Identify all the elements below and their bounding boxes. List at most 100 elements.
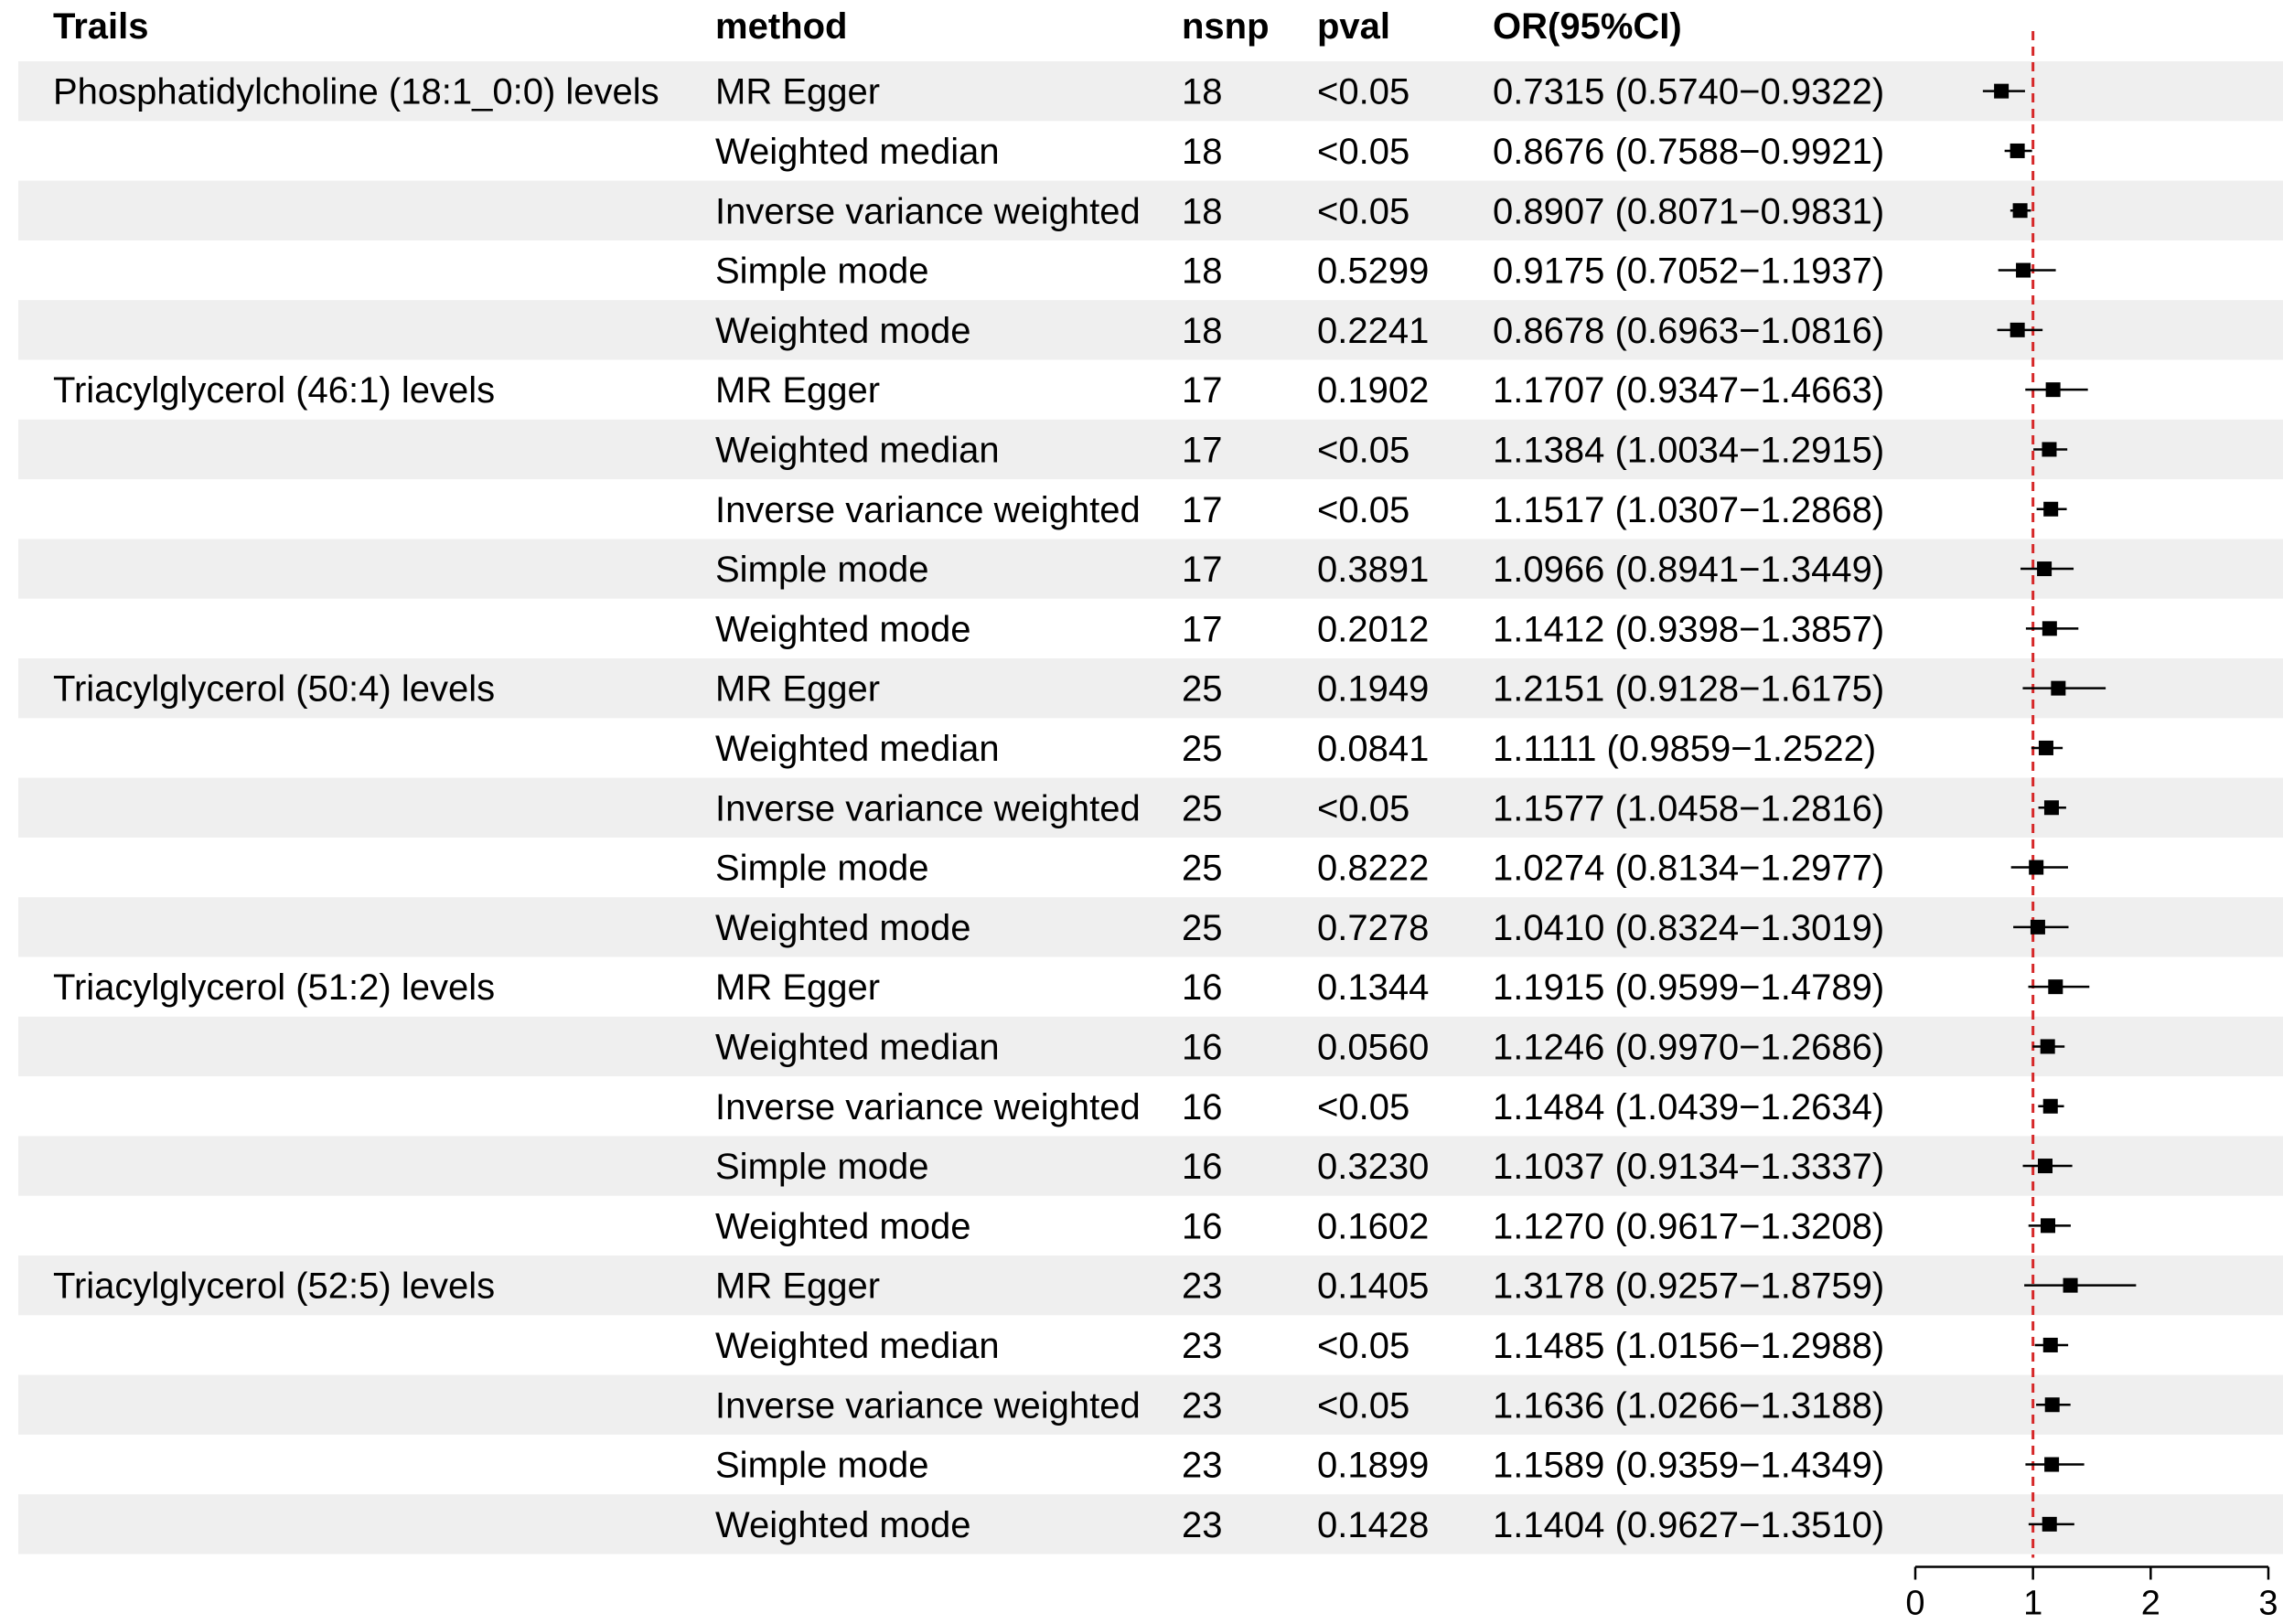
or-ci-cell: 1.1246 (0.9970−1.2686) — [1493, 1027, 1884, 1067]
table-row: Inverse variance weighted 18 <0.05 0.8907 (… — [715, 191, 1884, 231]
or-ci-cell: 1.1485 (1.0156−1.2988) — [1493, 1326, 1884, 1366]
or-point — [2037, 561, 2053, 577]
or-ci-cell: 1.1037 (0.9134−1.3337) — [1493, 1147, 1884, 1187]
estimate-mark — [2025, 382, 2088, 398]
estimate-mark — [2038, 1098, 2064, 1114]
trait-cell: Triacylglycerol (50:4) levels — [53, 669, 495, 710]
or-ci-cell: 1.1915 (0.9599−1.4789) — [1493, 967, 1884, 1008]
or-point — [2043, 800, 2059, 816]
method-cell: Weighted median — [715, 729, 1000, 769]
or-point — [2010, 322, 2025, 337]
table-row: Weighted mode 18 0.2241 0.8678 (0.6963−1.08… — [715, 311, 1884, 351]
method-cell: Weighted median — [715, 430, 1000, 470]
nsnp-cell: 23 — [1182, 1266, 1223, 1307]
pval-cell: 0.2012 — [1317, 609, 1429, 649]
nsnp-cell: 17 — [1182, 430, 1223, 470]
nsnp-cell: 18 — [1182, 72, 1223, 112]
pval-cell: 0.1899 — [1317, 1446, 1429, 1486]
table-row: Triacylglycerol (46:1) levels MR Egger 17 0… — [53, 370, 1884, 411]
table-row: Inverse variance weighted 17 <0.05 1.1517 (… — [715, 490, 1884, 530]
method-cell: MR Egger — [715, 370, 880, 411]
method-cell: Inverse variance weighted — [715, 1385, 1141, 1426]
estimate-mark — [2013, 919, 2069, 935]
table-row: Weighted mode 25 0.7278 1.0410 (0.8324−1.30… — [715, 908, 1884, 948]
method-cell: Weighted mode — [715, 311, 970, 351]
or-point — [2041, 1218, 2056, 1234]
or-ci-cell: 0.8907 (0.8071−0.9831) — [1493, 191, 1884, 231]
estimate-mark — [2036, 501, 2067, 517]
table-row: Simple mode 25 0.8222 1.0274 (0.8134−1.2977… — [715, 849, 1884, 889]
method-cell: Weighted mode — [715, 609, 970, 649]
or-point — [2043, 501, 2059, 517]
table-row: Weighted mode 23 0.1428 1.1404 (0.9627−1.35… — [715, 1505, 1884, 1545]
row-band — [18, 539, 2283, 599]
method-cell: Simple mode — [715, 1446, 928, 1486]
nsnp-cell: 25 — [1182, 788, 1223, 828]
x-axis: 0 1 2 3 — [1905, 1565, 2278, 1623]
nsnp-cell: 18 — [1182, 251, 1223, 292]
estimate-mark — [2010, 203, 2031, 219]
row-band — [18, 180, 2283, 240]
pval-cell: <0.05 — [1317, 430, 1409, 470]
estimate-mark — [2025, 1457, 2085, 1472]
trait-cell: Triacylglycerol (46:1) levels — [53, 370, 495, 411]
or-ci-cell: 1.1384 (1.0034−1.2915) — [1493, 430, 1884, 470]
nsnp-cell: 18 — [1182, 311, 1223, 351]
or-point — [2042, 1337, 2058, 1352]
pval-cell: <0.05 — [1317, 72, 1409, 112]
method-cell: Weighted median — [715, 132, 1000, 172]
or-point — [2016, 262, 2031, 278]
method-cell: Simple mode — [715, 550, 928, 590]
estimate-mark — [2020, 561, 2074, 577]
table-row: Inverse variance weighted 25 <0.05 1.1577 (… — [715, 788, 1884, 828]
nsnp-header: nsnp — [1182, 6, 1270, 47]
pval-cell: 0.7278 — [1317, 908, 1429, 948]
nsnp-cell: 25 — [1182, 849, 1223, 889]
tick-label: 1 — [2023, 1585, 2042, 1623]
estimate-mark — [2032, 1039, 2065, 1054]
or-point — [2042, 1516, 2057, 1532]
or-point — [2012, 203, 2028, 219]
trait-cell: Triacylglycerol (51:2) levels — [53, 967, 495, 1008]
trait-cell: Triacylglycerol (52:5) levels — [53, 1266, 495, 1307]
or-point — [2010, 143, 2025, 158]
or-ci-cell: 1.0410 (0.8324−1.3019) — [1493, 908, 1884, 948]
nsnp-cell: 16 — [1182, 967, 1223, 1008]
table-row: Triacylglycerol (52:5) levels MR Egger 23 0… — [53, 1266, 1884, 1307]
pval-cell: 0.3230 — [1317, 1147, 1429, 1187]
or-point — [2063, 1277, 2078, 1293]
pval-cell: <0.05 — [1317, 490, 1409, 530]
nsnp-cell: 18 — [1182, 132, 1223, 172]
method-cell: Weighted mode — [715, 1505, 970, 1545]
pval-cell: 0.5299 — [1317, 251, 1429, 292]
method-cell: MR Egger — [715, 669, 880, 710]
pval-cell: 0.1902 — [1317, 370, 1429, 411]
row-band — [18, 1255, 2283, 1316]
method-cell: Inverse variance weighted — [715, 788, 1141, 828]
or-point — [2042, 1098, 2058, 1114]
pval-cell: 0.1405 — [1317, 1266, 1429, 1307]
or-ci-cell: 1.1517 (1.0307−1.2868) — [1493, 490, 1884, 530]
nsnp-cell: 23 — [1182, 1505, 1223, 1545]
nsnp-cell: 16 — [1182, 1147, 1223, 1187]
row-band — [18, 419, 2283, 480]
estimate-mark — [1982, 83, 2025, 99]
estimate-mark — [2004, 143, 2032, 158]
pval-cell: <0.05 — [1317, 1326, 1409, 1366]
estimate-mark — [2038, 800, 2066, 816]
or-ci-cell: 1.1111 (0.9859−1.2522) — [1493, 729, 1876, 769]
estimate-mark — [1998, 262, 2056, 278]
or-ci-cell: 1.1636 (1.0266−1.3188) — [1493, 1385, 1884, 1426]
estimate-mark — [2022, 680, 2106, 696]
estimate-mark — [2028, 1516, 2074, 1532]
row-bands — [18, 61, 2283, 1555]
table-row: Triacylglycerol (50:4) levels MR Egger 25 0… — [53, 669, 1884, 710]
pval-cell: 0.8222 — [1317, 849, 1429, 889]
pval-cell: 0.0560 — [1317, 1027, 1429, 1067]
nsnp-cell: 16 — [1182, 1027, 1223, 1067]
nsnp-cell: 17 — [1182, 370, 1223, 411]
method-cell: Inverse variance weighted — [715, 1087, 1141, 1127]
pval-cell: 0.2241 — [1317, 311, 1429, 351]
method-header: method — [715, 6, 847, 47]
or-ci-cell: 1.2151 (0.9128−1.6175) — [1493, 669, 1884, 710]
